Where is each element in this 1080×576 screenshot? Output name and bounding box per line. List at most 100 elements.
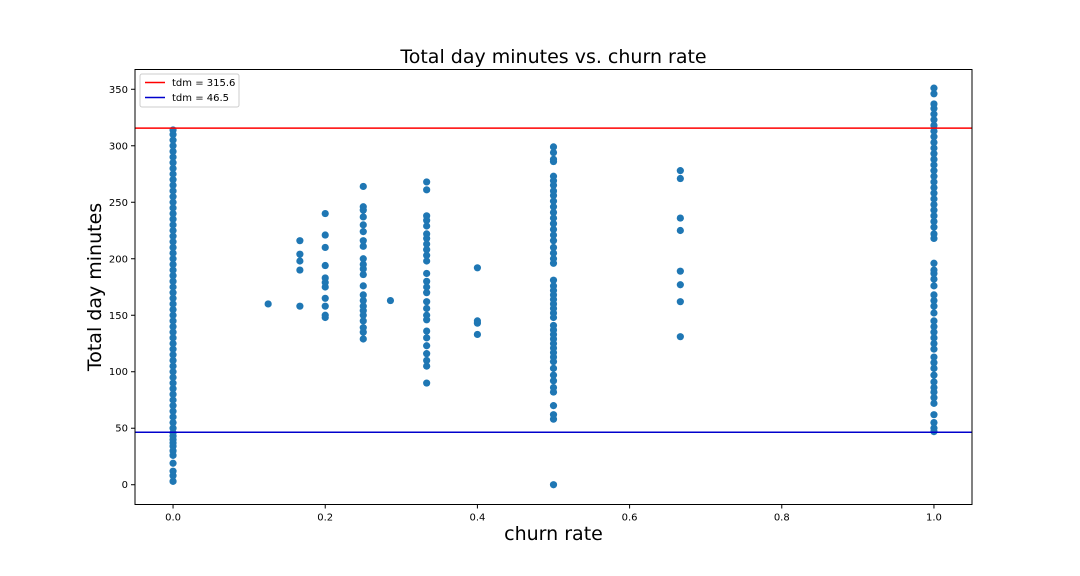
y-tick-label: 150 <box>109 311 128 322</box>
x-tick-label: 1.0 <box>926 513 942 524</box>
data-point <box>359 317 367 325</box>
data-point <box>549 377 558 385</box>
y-tick-label: 100 <box>109 367 128 378</box>
data-point <box>930 378 938 386</box>
data-point <box>386 296 395 305</box>
data-point <box>169 334 177 342</box>
data-point <box>169 373 177 381</box>
data-point <box>359 242 367 250</box>
data-point <box>169 238 177 246</box>
data-point <box>549 364 558 372</box>
data-point <box>549 276 558 284</box>
data-point <box>930 334 938 342</box>
data-point <box>359 260 367 268</box>
data-point <box>549 231 558 239</box>
data-point <box>169 243 177 252</box>
data-point <box>169 345 177 353</box>
x-tick-label: 0.6 <box>622 513 638 524</box>
data-point <box>296 237 304 245</box>
data-point <box>169 153 177 161</box>
data-point <box>930 328 938 336</box>
data-point <box>930 167 938 175</box>
data-point <box>423 222 431 230</box>
data-point <box>169 402 177 410</box>
data-point <box>169 170 177 178</box>
data-point <box>169 226 177 235</box>
data-point <box>930 200 938 209</box>
plot-area-frame <box>134 69 973 505</box>
data-point <box>930 353 938 361</box>
data-point <box>676 267 684 275</box>
data-point <box>169 424 177 432</box>
data-point <box>930 291 938 299</box>
data-point <box>676 167 684 175</box>
data-points <box>169 84 938 489</box>
data-point <box>169 396 177 404</box>
data-point <box>423 277 431 285</box>
data-point <box>169 272 177 280</box>
data-point <box>930 364 938 372</box>
x-tick-label: 0.0 <box>165 513 181 524</box>
data-point <box>359 270 367 279</box>
y-axis-ticks: 0 50 100 150 200 250 300 350 <box>109 85 135 491</box>
data-point <box>359 213 367 221</box>
data-point <box>549 481 558 489</box>
data-point <box>169 198 177 206</box>
data-point <box>423 379 431 387</box>
data-point <box>169 147 177 156</box>
data-point <box>930 266 938 274</box>
data-point <box>930 127 938 135</box>
data-point <box>169 413 177 421</box>
data-point <box>549 203 558 211</box>
data-point <box>321 311 329 319</box>
data-point <box>549 155 558 163</box>
data-point <box>930 133 938 141</box>
data-point <box>169 164 177 172</box>
data-point <box>169 215 177 223</box>
data-point <box>169 289 177 297</box>
data-point <box>423 289 431 297</box>
data-point <box>169 260 177 268</box>
data-point <box>930 155 938 163</box>
data-point <box>423 298 431 306</box>
data-point <box>930 195 938 203</box>
data-point <box>296 257 304 265</box>
data-point <box>359 221 367 229</box>
data-point <box>549 214 558 222</box>
data-point <box>169 317 177 325</box>
data-point <box>169 459 177 467</box>
data-point <box>321 231 329 239</box>
data-point <box>930 90 938 98</box>
legend: tdm = 315.6 tdm = 46.5 <box>139 73 240 108</box>
data-point <box>930 100 938 108</box>
y-tick-label: 0 <box>122 480 128 491</box>
data-point <box>930 230 938 238</box>
data-point <box>423 342 431 350</box>
data-point <box>359 335 367 343</box>
data-point <box>169 181 177 189</box>
data-point <box>676 174 684 183</box>
data-point <box>930 411 938 419</box>
data-point <box>359 302 367 310</box>
data-point <box>930 418 938 427</box>
data-point <box>359 296 367 305</box>
data-point <box>930 383 938 392</box>
data-point <box>359 228 367 236</box>
data-point <box>296 302 304 310</box>
data-point <box>549 411 558 419</box>
data-point <box>169 142 177 150</box>
data-point <box>549 148 558 157</box>
data-point <box>473 264 482 272</box>
data-point <box>169 232 177 240</box>
legend-label-lower-line: tdm = 46.5 <box>172 93 229 104</box>
data-point <box>676 298 684 306</box>
data-point <box>296 266 304 274</box>
data-point <box>930 424 938 432</box>
data-point <box>169 362 177 370</box>
y-tick-label: 300 <box>109 141 128 152</box>
data-point <box>169 255 177 263</box>
data-point <box>169 390 177 398</box>
data-point <box>549 220 558 228</box>
data-point <box>473 330 482 339</box>
data-point <box>169 193 177 201</box>
